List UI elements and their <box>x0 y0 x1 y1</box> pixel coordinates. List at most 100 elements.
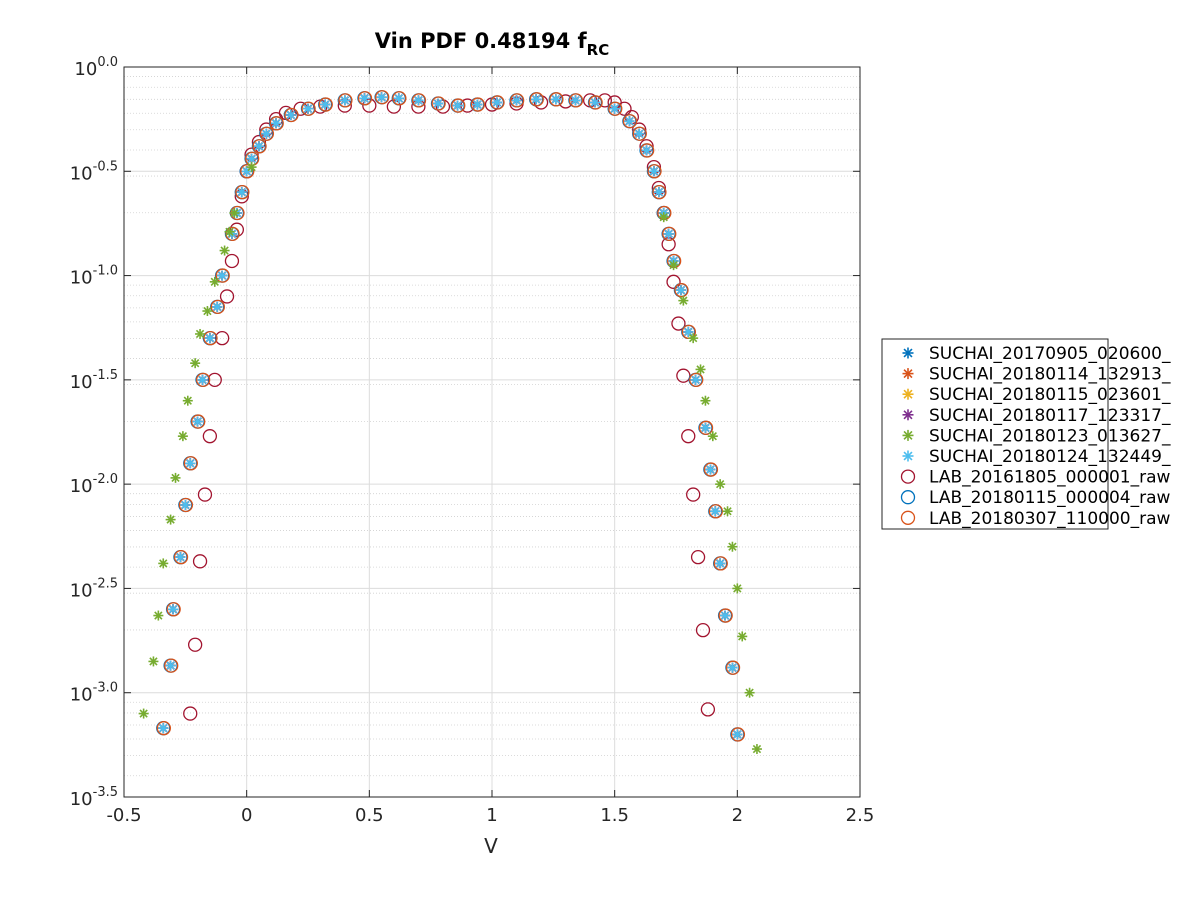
marker-stroke <box>186 459 195 468</box>
chart-title-subscript: RC <box>587 41 610 59</box>
lab-20180307-point <box>156 721 172 736</box>
suchai-20180124-point <box>175 552 186 563</box>
suchai-20180124-point <box>217 270 228 281</box>
x-tick-label: 1 <box>486 805 497 826</box>
marker-stroke <box>715 479 725 489</box>
suchai-20180124-point <box>570 95 581 106</box>
lab-20161805-point <box>207 372 222 388</box>
suchai-20180124-point <box>700 422 711 433</box>
legend-label: LAB_20180307_110000_raw <box>929 509 1170 529</box>
suchai-20180124-point <box>648 166 659 177</box>
suchai-20180124-point <box>531 94 542 105</box>
marker-stroke <box>903 451 913 461</box>
y-tick-label: 10-1.5 <box>70 368 118 393</box>
marker-stroke <box>303 104 313 113</box>
lab-20161805-point <box>214 330 230 346</box>
x-tick-label: 0.5 <box>355 805 384 826</box>
marker-stroke <box>728 663 737 672</box>
marker-stroke <box>571 96 580 105</box>
marker-stroke <box>168 605 178 614</box>
lab-20180307-point <box>203 330 218 346</box>
marker-stroke <box>453 101 462 110</box>
lab-20180307-point <box>689 372 704 388</box>
legend-marker <box>902 450 914 462</box>
lab-20180307-point <box>375 90 390 105</box>
lab-20180307-point <box>411 93 427 108</box>
lab-20161805-point <box>183 706 198 721</box>
lab-20180307-point <box>164 658 179 673</box>
marker-stroke <box>237 187 246 197</box>
lab-20180307-point <box>490 95 505 110</box>
chart-title: Vin PDF 0.48194 fRC <box>375 29 609 59</box>
suchai-20180124-point <box>433 98 444 109</box>
suchai-20180124-point <box>634 128 645 139</box>
suchai-20180123-point <box>246 162 257 173</box>
lab-20180307-point <box>725 660 741 675</box>
y-tick-label: 10-2.0 <box>70 472 118 497</box>
suchai-20180124-point <box>359 93 370 104</box>
marker-stroke <box>414 96 423 105</box>
marker-stroke <box>551 95 560 104</box>
lab-20180307-point <box>259 126 275 141</box>
marker-stroke <box>190 359 200 368</box>
lab-20180307-point <box>191 414 206 429</box>
legend-label: LAB_20180115_000004_raw <box>929 488 1170 508</box>
lab-20180307-point <box>392 91 407 106</box>
y-tick-label: 10-3.0 <box>70 681 118 706</box>
lab-20180307-point <box>269 116 284 131</box>
marker-stroke <box>247 162 256 172</box>
suchai-20180124-point <box>165 660 176 671</box>
suchai-20180123-point <box>715 479 726 490</box>
suchai-20180124-point <box>246 153 257 164</box>
marker-stroke <box>610 104 619 113</box>
marker-stroke <box>340 96 349 105</box>
legend-entries: SUCHAI_20170905_020600_SUCHAI_20180114_1… <box>900 344 1171 529</box>
lab-20161805-point <box>202 429 218 444</box>
legend-label: LAB_20161805_000001_raw <box>929 468 1170 488</box>
lab-20161805-point <box>219 289 235 304</box>
suchai-20180124-point <box>590 97 601 108</box>
suchai-20180124-point <box>727 662 738 673</box>
lab-20180307-point <box>549 92 564 107</box>
chart-title-main: Vin PDF 0.48194 f <box>375 29 588 53</box>
marker-stroke <box>473 100 482 109</box>
marker-stroke <box>733 584 742 593</box>
marker-stroke <box>903 348 913 358</box>
marker-stroke <box>203 306 212 316</box>
suchai-20180124-point <box>180 500 191 510</box>
lab-20161805-point <box>671 316 686 331</box>
x-tick-label: 1.5 <box>600 805 629 826</box>
lab-20180307-point <box>178 497 194 513</box>
lab-20161805-point <box>690 549 706 565</box>
suchai-20180124-point <box>197 374 208 385</box>
lab-20180307-point <box>652 184 667 200</box>
suchai-20180124-point <box>663 228 674 239</box>
lab-20180307-point <box>708 504 724 519</box>
lab-20180307-point <box>698 420 714 435</box>
suchai-20180123-point <box>182 395 193 406</box>
marker-stroke <box>198 375 207 385</box>
marker-stroke <box>706 465 715 474</box>
marker-stroke <box>225 227 234 236</box>
y-tick-label: 10-0.5 <box>70 159 118 184</box>
marker-stroke <box>635 129 644 138</box>
lab-20180307-point <box>529 92 544 107</box>
marker-stroke <box>220 246 229 255</box>
lab-20161805-point <box>597 93 613 108</box>
marker-stroke <box>360 94 369 103</box>
suchai-20180124-point <box>715 558 726 569</box>
suchai-20180123-point <box>695 364 706 375</box>
suchai-20180124-point <box>511 95 522 106</box>
suchai-20180124-point <box>185 458 196 469</box>
suchai-20180124-point <box>413 95 424 106</box>
suchai-20180124-point <box>452 100 463 111</box>
suchai-20180124-point <box>720 610 731 621</box>
legend-marker <box>902 429 914 441</box>
suchai-20180124-point <box>158 723 169 734</box>
axis-ticks <box>123 66 861 798</box>
lab-20161805-point <box>187 637 203 652</box>
lab-20161805-point <box>558 94 573 109</box>
marker-stroke <box>903 430 913 440</box>
suchai-20180124-point <box>339 95 350 106</box>
marker-stroke <box>745 688 754 697</box>
